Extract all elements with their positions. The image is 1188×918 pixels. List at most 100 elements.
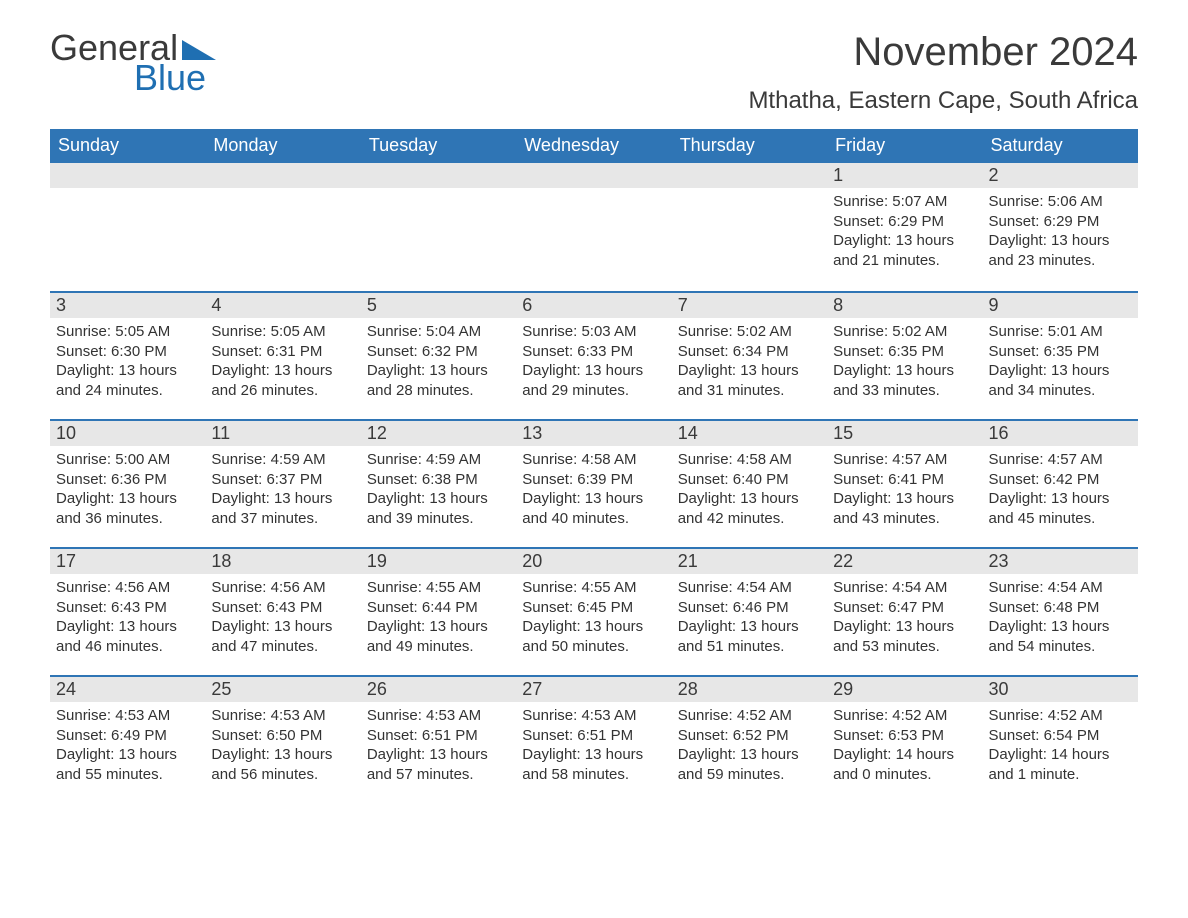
calendar-day: 28Sunrise: 4:52 AMSunset: 6:52 PMDayligh… xyxy=(672,677,827,803)
calendar-day: 27Sunrise: 4:53 AMSunset: 6:51 PMDayligh… xyxy=(516,677,671,803)
calendar-day: 24Sunrise: 4:53 AMSunset: 6:49 PMDayligh… xyxy=(50,677,205,803)
sunset-text: Sunset: 6:51 PM xyxy=(367,726,510,746)
daylight-text: Daylight: 13 hours and 49 minutes. xyxy=(367,617,510,656)
day-number: 26 xyxy=(361,677,516,702)
sunrise-text: Sunrise: 5:00 AM xyxy=(56,450,199,470)
weekday-header: Friday xyxy=(827,129,982,162)
daylight-text: Daylight: 13 hours and 57 minutes. xyxy=(367,745,510,784)
day-details: Sunrise: 5:03 AMSunset: 6:33 PMDaylight:… xyxy=(516,318,671,410)
day-details: Sunrise: 5:00 AMSunset: 6:36 PMDaylight:… xyxy=(50,446,205,538)
day-number: 22 xyxy=(827,549,982,574)
day-number: 16 xyxy=(983,421,1138,446)
sunrise-text: Sunrise: 4:55 AM xyxy=(367,578,510,598)
daylight-text: Daylight: 13 hours and 24 minutes. xyxy=(56,361,199,400)
sunrise-text: Sunrise: 5:06 AM xyxy=(989,192,1132,212)
daylight-text: Daylight: 13 hours and 42 minutes. xyxy=(678,489,821,528)
sunset-text: Sunset: 6:30 PM xyxy=(56,342,199,362)
calendar-day xyxy=(361,163,516,291)
sunset-text: Sunset: 6:39 PM xyxy=(522,470,665,490)
weekday-header: Thursday xyxy=(672,129,827,162)
sunrise-text: Sunrise: 4:54 AM xyxy=(678,578,821,598)
day-details: Sunrise: 4:53 AMSunset: 6:49 PMDaylight:… xyxy=(50,702,205,794)
sunrise-text: Sunrise: 4:59 AM xyxy=(367,450,510,470)
day-number: 17 xyxy=(50,549,205,574)
day-number: 7 xyxy=(672,293,827,318)
calendar-day: 11Sunrise: 4:59 AMSunset: 6:37 PMDayligh… xyxy=(205,421,360,547)
day-number xyxy=(205,163,360,188)
calendar-day: 18Sunrise: 4:56 AMSunset: 6:43 PMDayligh… xyxy=(205,549,360,675)
day-details: Sunrise: 4:59 AMSunset: 6:38 PMDaylight:… xyxy=(361,446,516,538)
calendar-week: 24Sunrise: 4:53 AMSunset: 6:49 PMDayligh… xyxy=(50,675,1138,803)
sunrise-text: Sunrise: 4:57 AM xyxy=(833,450,976,470)
daylight-text: Daylight: 13 hours and 21 minutes. xyxy=(833,231,976,270)
day-details xyxy=(50,188,205,202)
day-number xyxy=(516,163,671,188)
sunset-text: Sunset: 6:43 PM xyxy=(56,598,199,618)
weekday-header: Monday xyxy=(205,129,360,162)
day-details: Sunrise: 5:05 AMSunset: 6:30 PMDaylight:… xyxy=(50,318,205,410)
sunset-text: Sunset: 6:53 PM xyxy=(833,726,976,746)
daylight-text: Daylight: 13 hours and 37 minutes. xyxy=(211,489,354,528)
day-details: Sunrise: 4:53 AMSunset: 6:50 PMDaylight:… xyxy=(205,702,360,794)
sunset-text: Sunset: 6:31 PM xyxy=(211,342,354,362)
day-details xyxy=(205,188,360,202)
top-bar: General Blue November 2024 Mthatha, East… xyxy=(50,30,1138,115)
day-number: 14 xyxy=(672,421,827,446)
calendar-week: 10Sunrise: 5:00 AMSunset: 6:36 PMDayligh… xyxy=(50,419,1138,547)
calendar-day: 6Sunrise: 5:03 AMSunset: 6:33 PMDaylight… xyxy=(516,293,671,419)
day-details: Sunrise: 4:54 AMSunset: 6:46 PMDaylight:… xyxy=(672,574,827,666)
daylight-text: Daylight: 13 hours and 43 minutes. xyxy=(833,489,976,528)
calendar-week: 3Sunrise: 5:05 AMSunset: 6:30 PMDaylight… xyxy=(50,291,1138,419)
sunset-text: Sunset: 6:35 PM xyxy=(989,342,1132,362)
daylight-text: Daylight: 13 hours and 58 minutes. xyxy=(522,745,665,784)
day-details: Sunrise: 4:58 AMSunset: 6:39 PMDaylight:… xyxy=(516,446,671,538)
calendar-day: 1Sunrise: 5:07 AMSunset: 6:29 PMDaylight… xyxy=(827,163,982,291)
daylight-text: Daylight: 13 hours and 50 minutes. xyxy=(522,617,665,656)
day-details xyxy=(516,188,671,202)
sunrise-text: Sunrise: 4:52 AM xyxy=(833,706,976,726)
sunrise-text: Sunrise: 4:53 AM xyxy=(522,706,665,726)
sunset-text: Sunset: 6:34 PM xyxy=(678,342,821,362)
sunrise-text: Sunrise: 4:52 AM xyxy=(678,706,821,726)
calendar-day: 17Sunrise: 4:56 AMSunset: 6:43 PMDayligh… xyxy=(50,549,205,675)
daylight-text: Daylight: 13 hours and 23 minutes. xyxy=(989,231,1132,270)
day-number xyxy=(50,163,205,188)
calendar-day: 4Sunrise: 5:05 AMSunset: 6:31 PMDaylight… xyxy=(205,293,360,419)
sunset-text: Sunset: 6:45 PM xyxy=(522,598,665,618)
calendar-day: 2Sunrise: 5:06 AMSunset: 6:29 PMDaylight… xyxy=(983,163,1138,291)
sunset-text: Sunset: 6:32 PM xyxy=(367,342,510,362)
calendar-day: 19Sunrise: 4:55 AMSunset: 6:44 PMDayligh… xyxy=(361,549,516,675)
month-title: November 2024 xyxy=(748,30,1138,75)
weekday-header: Saturday xyxy=(983,129,1138,162)
day-number: 1 xyxy=(827,163,982,188)
calendar-day: 25Sunrise: 4:53 AMSunset: 6:50 PMDayligh… xyxy=(205,677,360,803)
day-number: 5 xyxy=(361,293,516,318)
sunset-text: Sunset: 6:29 PM xyxy=(989,212,1132,232)
day-details: Sunrise: 5:02 AMSunset: 6:34 PMDaylight:… xyxy=(672,318,827,410)
day-number: 30 xyxy=(983,677,1138,702)
sunrise-text: Sunrise: 5:05 AM xyxy=(56,322,199,342)
daylight-text: Daylight: 13 hours and 26 minutes. xyxy=(211,361,354,400)
day-details: Sunrise: 4:55 AMSunset: 6:45 PMDaylight:… xyxy=(516,574,671,666)
day-details: Sunrise: 4:59 AMSunset: 6:37 PMDaylight:… xyxy=(205,446,360,538)
calendar-day: 9Sunrise: 5:01 AMSunset: 6:35 PMDaylight… xyxy=(983,293,1138,419)
day-number: 2 xyxy=(983,163,1138,188)
day-number: 23 xyxy=(983,549,1138,574)
calendar-week: 17Sunrise: 4:56 AMSunset: 6:43 PMDayligh… xyxy=(50,547,1138,675)
sunrise-text: Sunrise: 4:54 AM xyxy=(989,578,1132,598)
daylight-text: Daylight: 13 hours and 39 minutes. xyxy=(367,489,510,528)
sunset-text: Sunset: 6:41 PM xyxy=(833,470,976,490)
day-number: 15 xyxy=(827,421,982,446)
calendar-day: 20Sunrise: 4:55 AMSunset: 6:45 PMDayligh… xyxy=(516,549,671,675)
day-number: 11 xyxy=(205,421,360,446)
sunrise-text: Sunrise: 5:07 AM xyxy=(833,192,976,212)
day-number: 8 xyxy=(827,293,982,318)
calendar-day xyxy=(672,163,827,291)
sunset-text: Sunset: 6:35 PM xyxy=(833,342,976,362)
day-details: Sunrise: 4:57 AMSunset: 6:42 PMDaylight:… xyxy=(983,446,1138,538)
brand-word2: Blue xyxy=(134,60,216,96)
day-details: Sunrise: 4:53 AMSunset: 6:51 PMDaylight:… xyxy=(361,702,516,794)
sunrise-text: Sunrise: 4:52 AM xyxy=(989,706,1132,726)
day-details: Sunrise: 5:06 AMSunset: 6:29 PMDaylight:… xyxy=(983,188,1138,280)
day-details: Sunrise: 4:53 AMSunset: 6:51 PMDaylight:… xyxy=(516,702,671,794)
